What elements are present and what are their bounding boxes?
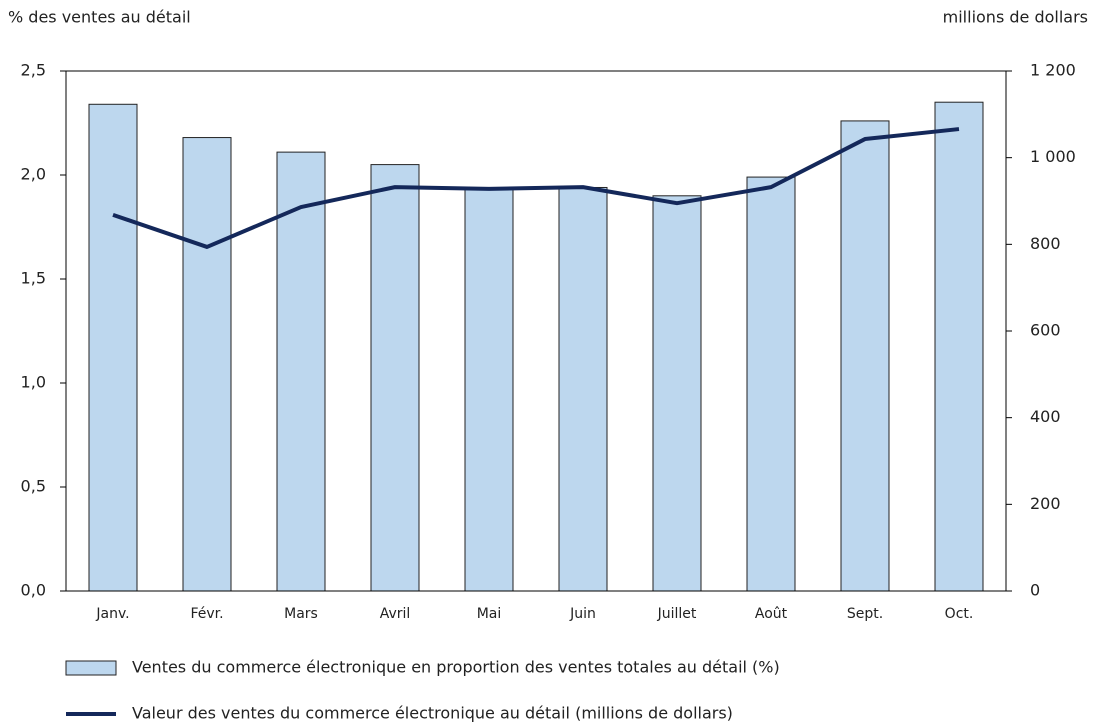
bar xyxy=(934,101,984,592)
bar xyxy=(558,186,608,592)
x-tick-label: Oct. xyxy=(945,606,974,622)
y-tick-label: 2,0 xyxy=(21,165,46,184)
line xyxy=(112,127,960,249)
legend-swatch xyxy=(65,660,117,676)
bar xyxy=(88,103,138,592)
y-tick-label: 2,5 xyxy=(21,61,46,80)
x-tick-label: Juin xyxy=(569,606,596,622)
bar xyxy=(182,137,232,592)
y2-tick-label: 600 xyxy=(1030,321,1061,340)
x-tick-label: Mai xyxy=(477,606,502,622)
plot-frame xyxy=(65,70,1007,592)
y-tick-label: 1,0 xyxy=(21,373,46,392)
legend-label: Ventes du commerce électronique en propo… xyxy=(132,658,780,677)
x-tick-label: Avril xyxy=(380,606,411,622)
bar xyxy=(276,151,326,592)
legend-label: Valeur des ventes du commerce électroniq… xyxy=(132,704,733,723)
y-tick-label: 0,0 xyxy=(21,581,46,600)
x-tick-label: Janv. xyxy=(95,606,129,622)
bar xyxy=(840,120,890,592)
y2-tick-label: 0 xyxy=(1030,581,1040,600)
y-tick-label: 1,5 xyxy=(21,269,46,288)
bar xyxy=(370,164,420,592)
y2-tick-label: 1 200 xyxy=(1030,61,1076,80)
y2-tick-label: 400 xyxy=(1030,407,1061,426)
bar xyxy=(652,195,702,592)
bar xyxy=(746,176,796,592)
y2-tick-label: 1 000 xyxy=(1030,147,1076,166)
y2-tick-label: 800 xyxy=(1030,234,1061,253)
x-tick-label: Sept. xyxy=(847,606,883,622)
y-axis-title: % des ventes au détail xyxy=(8,8,191,27)
x-tick-label: Juillet xyxy=(657,606,697,622)
y2-axis-title: millions de dollars xyxy=(943,8,1088,27)
x-tick-label: Mars xyxy=(284,606,318,622)
x-tick-label: Févr. xyxy=(190,606,223,622)
y2-tick-label: 200 xyxy=(1030,494,1061,513)
y-tick-label: 0,5 xyxy=(21,477,46,496)
x-tick-label: Août xyxy=(755,606,788,622)
bar xyxy=(464,186,514,592)
